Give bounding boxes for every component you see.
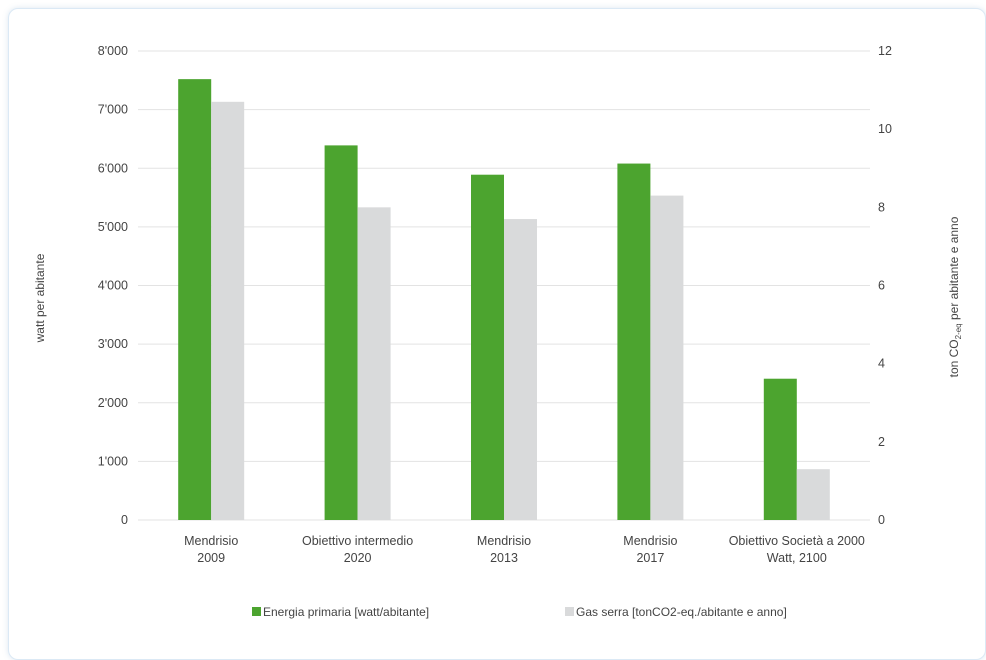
- right-tick-label: 2: [878, 435, 885, 449]
- category-label: Obiettivo Società a 2000: [729, 534, 865, 548]
- left-tick-label: 3'000: [98, 337, 128, 351]
- bar-energia-primaria: [617, 163, 651, 520]
- right-tick-label: 12: [878, 44, 892, 58]
- category-label: Mendrisio: [623, 534, 677, 548]
- category-label: Mendrisio: [477, 534, 531, 548]
- left-tick-label: 5'000: [98, 220, 128, 234]
- legend-swatch-gas: [565, 607, 574, 616]
- bar-chart: 0 1'000 2'000 3'000 4'000 5'000 6'000 7'000 8'00…: [33, 44, 963, 619]
- left-tick-label: 1'000: [98, 454, 128, 468]
- category-label: 2017: [636, 551, 664, 565]
- category-label: 2013: [490, 551, 518, 565]
- right-tick-label: 10: [878, 122, 892, 136]
- category-label: Mendrisio: [184, 534, 238, 548]
- category-label: Watt, 2100: [767, 551, 827, 565]
- bar-energia-primaria: [763, 378, 797, 520]
- left-axis-ticks: 0 1'000 2'000 3'000 4'000 5'000 6'000 7'000 8'00…: [98, 44, 128, 527]
- right-axis-label: ton CO2-eq per abitante e anno: [947, 216, 963, 377]
- bars: [178, 79, 830, 521]
- left-tick-label: 6'000: [98, 161, 128, 175]
- bar-gas-serra: [796, 469, 830, 520]
- left-tick-label: 8'000: [98, 44, 128, 58]
- left-tick-label: 7'000: [98, 103, 128, 117]
- category-label: Obiettivo intermedio: [302, 534, 413, 548]
- left-tick-label: 2'000: [98, 396, 128, 410]
- right-tick-label: 6: [878, 279, 885, 293]
- bar-gas-serra: [357, 207, 391, 521]
- bar-energia-primaria: [178, 79, 212, 520]
- bar-gas-serra: [211, 101, 245, 520]
- right-tick-label: 4: [878, 357, 885, 371]
- left-tick-label: 4'000: [98, 279, 128, 293]
- bar-gas-serra: [650, 195, 684, 520]
- bar-energia-primaria: [471, 174, 504, 521]
- legend: Energia primaria [watt/abitante] Gas ser…: [252, 605, 787, 619]
- category-label: 2009: [197, 551, 225, 565]
- category-label: 2020: [344, 551, 372, 565]
- legend-label-gas: Gas serra [tonCO2-eq./abitante e anno]: [576, 605, 787, 619]
- left-axis-label: watt per abitante: [33, 253, 47, 343]
- bar-energia-primaria: [324, 145, 358, 521]
- right-axis-ticks: 0 2 4 6 8 10 12: [878, 44, 892, 527]
- category-labels: Mendrisio 2009 Obiettivo intermedio 2020 Men…: [184, 534, 865, 565]
- bar-gas-serra: [504, 219, 537, 520]
- right-tick-label: 0: [878, 513, 885, 527]
- legend-swatch-energia: [252, 607, 261, 616]
- legend-label-energia: Energia primaria [watt/abitante]: [263, 605, 429, 619]
- right-tick-label: 8: [878, 200, 885, 214]
- left-tick-label: 0: [121, 513, 128, 527]
